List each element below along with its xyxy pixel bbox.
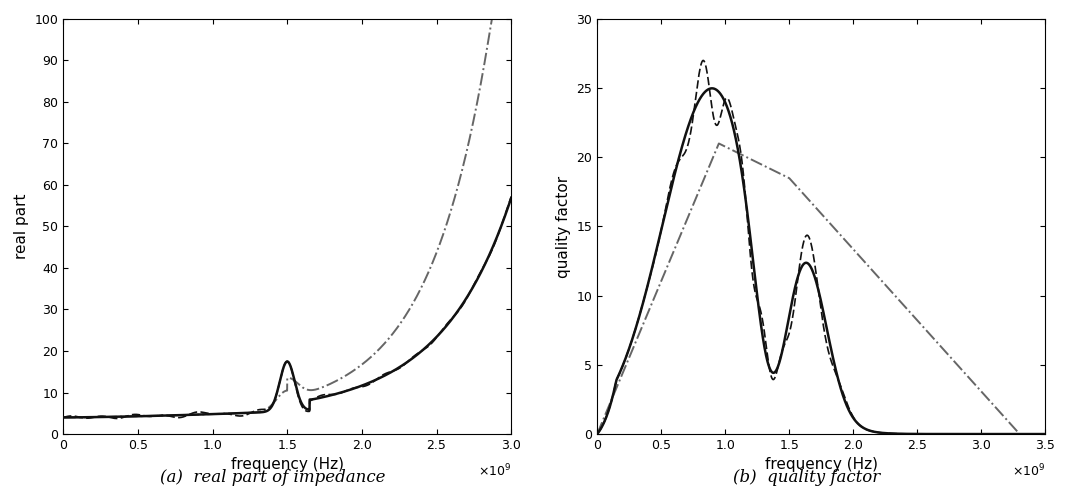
Text: (a)  real part of impedance: (a) real part of impedance — [160, 469, 385, 486]
Y-axis label: quality factor: quality factor — [556, 175, 571, 277]
X-axis label: frequency (Hz): frequency (Hz) — [231, 458, 344, 472]
Text: (b)  quality factor: (b) quality factor — [733, 469, 881, 486]
Text: $\times10^9$: $\times10^9$ — [1011, 463, 1045, 480]
Text: $\times10^9$: $\times10^9$ — [478, 463, 511, 480]
Y-axis label: real part: real part — [14, 194, 29, 259]
X-axis label: frequency (Hz): frequency (Hz) — [764, 458, 878, 472]
